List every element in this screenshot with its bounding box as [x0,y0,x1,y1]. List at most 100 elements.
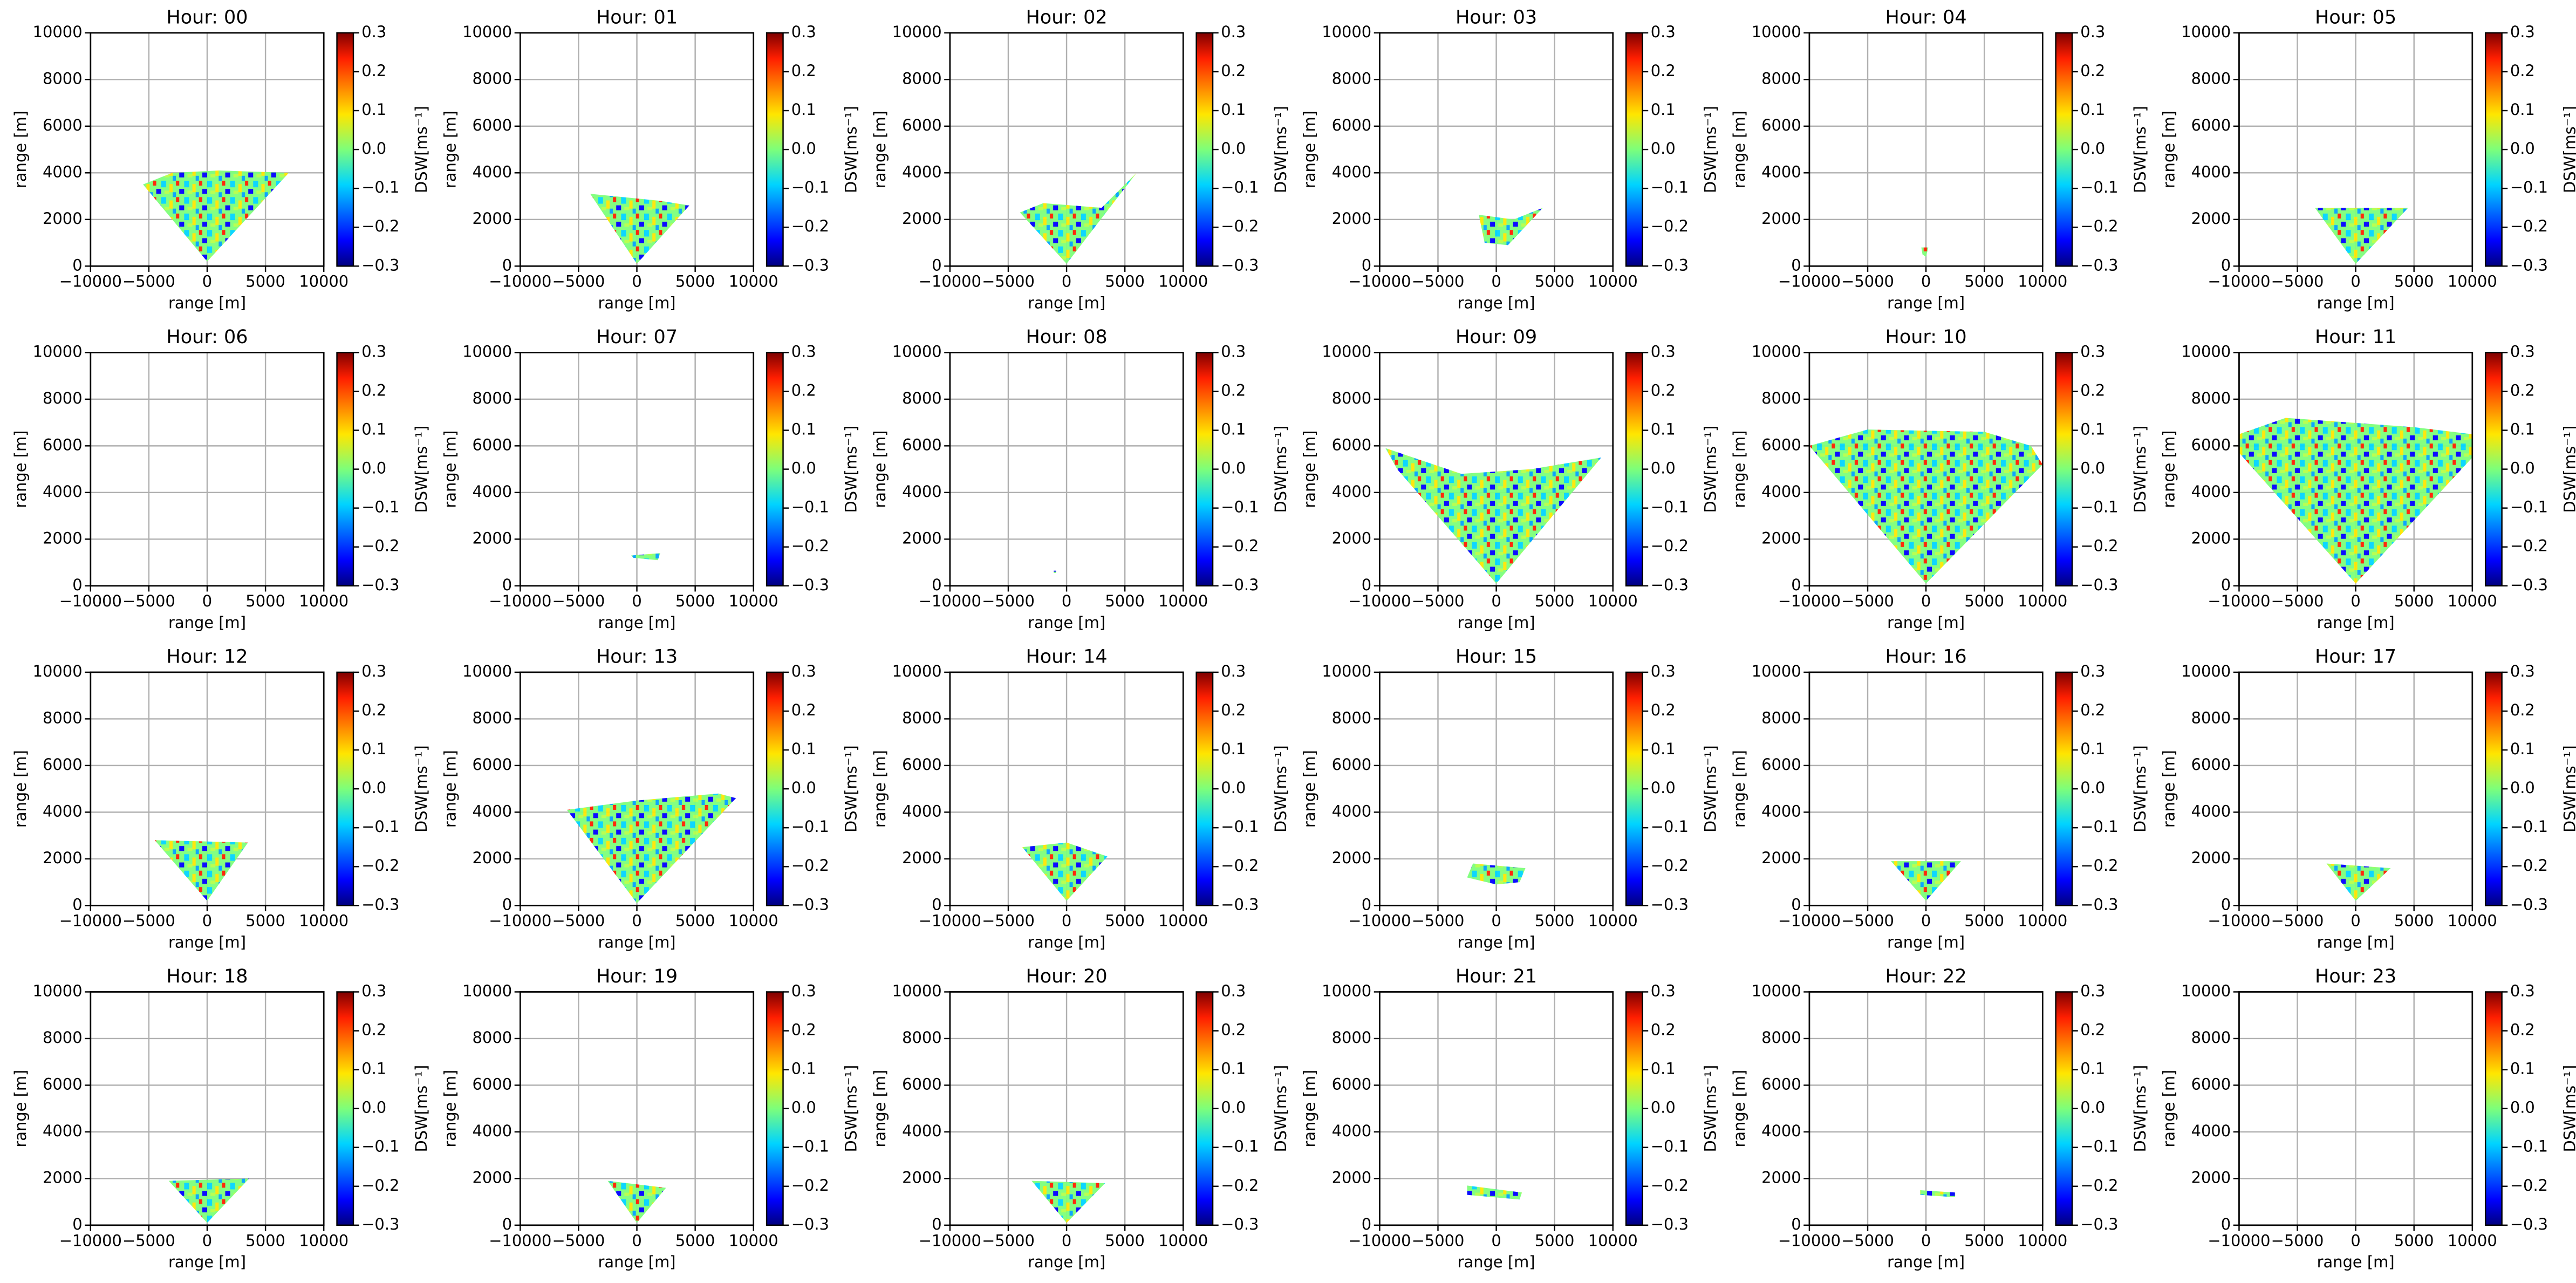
colorbar-tick-label: −0.1 [2510,178,2548,196]
colorbar-tick-label: −0.1 [1221,1137,1259,1156]
colorbar-tick-label: 0.3 [361,662,386,680]
axes-frame [1379,32,1614,267]
colorbar [2484,352,2503,586]
colorbar-tick-label: 0.2 [791,381,816,399]
x-tick-label: 0 [2350,272,2360,291]
panel-title: Hour: 04 [1885,6,1967,28]
y-tick-label: 10000 [33,23,83,41]
colorbar-tick-label: −0.2 [1651,217,1689,235]
colorbar [2055,671,2073,906]
colorbar-tick-label: −0.3 [1221,256,1259,274]
colorbar-label: DSW[ms⁻¹] [412,426,431,513]
y-tick-label: 10000 [892,23,942,41]
y-axis-label: range [m] [2160,1070,2178,1148]
y-tick-label: 4000 [1761,482,1801,501]
y-tick-label: 4000 [902,162,942,181]
y-axis-label: range [m] [441,111,459,188]
data-field [1467,863,1526,885]
x-tick-label: −10000 [2208,592,2270,610]
y-tick-label: 8000 [2191,1028,2231,1047]
colorbar-tick-label: 0.2 [2510,701,2535,719]
colorbar-label: DSW[ms⁻¹] [2561,1065,2576,1152]
x-tick-label: −10000 [2208,272,2270,291]
x-tick-label: 5000 [245,1231,285,1250]
axes-frame [2238,991,2473,1226]
panel-title: Hour: 07 [596,326,678,348]
y-axis-label: range [m] [1301,750,1319,828]
colorbar-tick-label: 0.2 [361,381,386,399]
y-tick-label: 8000 [473,708,513,727]
y-tick-label: 10000 [1752,23,1801,41]
colorbar-label: DSW[ms⁻¹] [842,426,860,513]
y-tick-label: 6000 [1761,755,1801,774]
y-tick-label: 6000 [473,755,513,774]
x-tick-label: 0 [632,272,641,291]
y-tick-label: 10000 [33,342,83,360]
x-tick-label: 10000 [299,1231,349,1250]
x-axis-label: range [m] [2317,1253,2395,1271]
colorbar-tick-label: −0.3 [2080,256,2118,274]
axes-frame [90,671,325,906]
y-axis-label: range [m] [11,1070,30,1148]
x-tick-label: 10000 [299,912,349,930]
y-tick-label: 4000 [43,162,83,181]
x-tick-label: −10000 [2208,912,2270,930]
colorbar-tick-label: 0.2 [2080,701,2105,719]
colorbar-tick-label: 0.3 [1651,23,1676,41]
x-tick-label: −10000 [59,272,122,291]
y-tick-label: 0 [1791,895,1801,913]
colorbar-tick-label: 0.0 [2510,459,2535,477]
x-tick-label: 0 [202,912,212,930]
colorbar [766,671,784,906]
y-tick-label: 2000 [902,849,942,867]
x-tick-label: 10000 [729,592,778,610]
y-tick-label: 4000 [1332,1122,1372,1140]
colorbar-tick-label: 0.3 [791,342,816,360]
x-tick-label: 5000 [245,912,285,930]
x-tick-label: 5000 [1105,1231,1145,1250]
y-tick-label: 10000 [2181,662,2231,680]
panel-title: Hour: 01 [596,6,678,28]
colorbar-tick-label: −0.2 [2080,1176,2118,1195]
colorbar-tick-label: 0.0 [1221,779,1246,797]
axes-frame [1808,32,2044,267]
colorbar-tick-label: −0.3 [2080,576,2118,594]
x-tick-label: 10000 [1158,912,1208,930]
axes-frame [1379,991,1614,1226]
colorbar-tick-label: 0.3 [1221,662,1246,680]
colorbar-tick-label: 0.3 [361,23,386,41]
y-tick-label: 0 [502,256,512,274]
y-tick-label: 8000 [902,389,942,407]
y-tick-label: 10000 [2181,342,2231,360]
y-tick-label: 10000 [462,23,512,41]
y-tick-label: 4000 [1332,802,1372,820]
colorbar-tick-label: 0.1 [1221,100,1246,119]
panel-title: Hour: 11 [2315,326,2396,348]
colorbar-tick-label: −0.3 [791,256,829,274]
colorbar-tick-label: −0.1 [2080,817,2118,836]
colorbar-tick-label: 0.2 [1221,62,1246,80]
colorbar-tick-label: −0.3 [2080,1215,2118,1233]
x-tick-label: 0 [1491,912,1501,930]
data-field [1467,1185,1522,1200]
y-tick-label: 8000 [1761,69,1801,87]
colorbar-tick-label: 0.3 [1651,342,1676,360]
colorbar-tick-label: 0.3 [2080,342,2105,360]
colorbar-tick-label: −0.2 [1221,856,1259,875]
y-tick-label: 0 [932,895,941,913]
x-tick-label: −10000 [919,592,981,610]
y-axis-label: range [m] [2160,431,2178,508]
colorbar-tick-label: −0.1 [1221,817,1259,836]
colorbar-tick-label: −0.2 [2080,856,2118,875]
x-tick-label: −10000 [1778,912,1841,930]
colorbar-tick-label: −0.1 [1651,498,1689,516]
x-axis-label: range [m] [1028,1253,1105,1271]
x-tick-label: 0 [1491,592,1501,610]
y-tick-label: 6000 [1332,755,1372,774]
y-tick-label: 2000 [43,1168,83,1186]
x-tick-label: 0 [1062,272,1071,291]
axes-frame [2238,32,2473,267]
y-tick-label: 8000 [902,69,942,87]
colorbar-tick-label: 0.1 [791,100,816,119]
y-tick-label: 8000 [1761,708,1801,727]
